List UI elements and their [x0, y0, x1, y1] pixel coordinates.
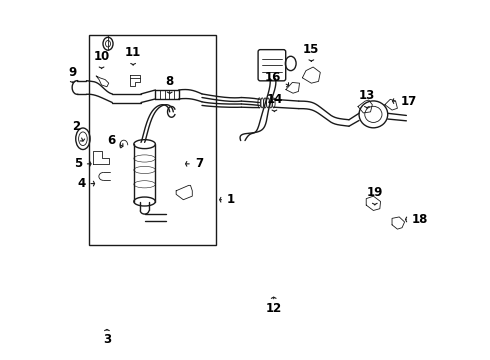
- Text: 17: 17: [392, 95, 417, 108]
- Text: 6: 6: [107, 134, 123, 148]
- Text: 8: 8: [166, 75, 174, 94]
- Text: 1: 1: [220, 193, 235, 206]
- Text: 16: 16: [265, 71, 289, 87]
- Text: 3: 3: [103, 329, 111, 346]
- Text: 7: 7: [186, 157, 203, 170]
- Text: 13: 13: [359, 89, 375, 108]
- Text: 10: 10: [94, 50, 110, 68]
- Text: 4: 4: [77, 177, 95, 190]
- Text: 11: 11: [125, 46, 141, 65]
- Text: 18: 18: [405, 213, 428, 226]
- Text: 9: 9: [68, 66, 76, 82]
- Text: 2: 2: [73, 120, 85, 141]
- Text: 14: 14: [266, 93, 283, 112]
- Text: 5: 5: [74, 157, 91, 170]
- Text: 12: 12: [266, 297, 282, 315]
- Bar: [89, 35, 216, 244]
- Text: 15: 15: [303, 42, 319, 61]
- Text: 19: 19: [367, 186, 383, 205]
